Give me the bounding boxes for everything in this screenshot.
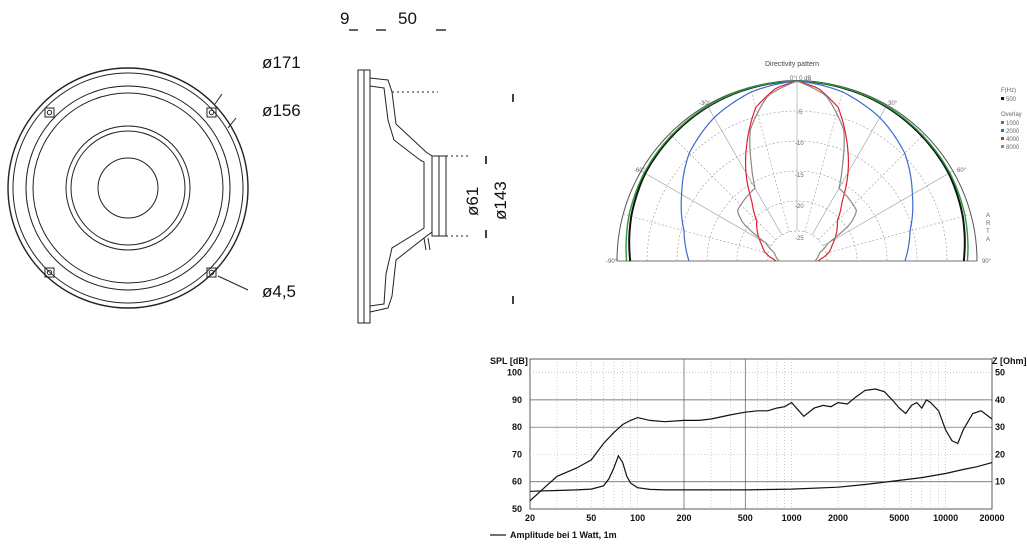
chart-series: [529, 388, 993, 502]
dim-depth-50: 50: [398, 9, 417, 28]
legend-item: 2000: [1006, 129, 1020, 135]
polar-top-label: 0°/ 0 dB: [790, 76, 811, 82]
polar-radial: [825, 214, 971, 254]
svg-text:A: A: [986, 213, 990, 219]
svg-text:T: T: [986, 229, 990, 235]
y2-axis-label: Z [Ohm]: [992, 356, 1027, 366]
legend-overlay-header: Overlay: [1001, 112, 1022, 118]
legend-swatch: [1001, 137, 1004, 140]
legend-f-header: F(Hz): [1001, 88, 1016, 94]
y-tick-label: 70: [512, 449, 522, 459]
side-view: [349, 29, 470, 324]
y-tick-label: 50: [512, 504, 522, 514]
dim-diameter-hole: ø4,5: [262, 282, 296, 301]
svg-text:A: A: [986, 237, 990, 243]
x-tick-label: 5000: [889, 513, 909, 523]
polar-radial: [706, 104, 783, 236]
polar-db-label: -15: [795, 173, 804, 179]
legend-item: 8000: [1006, 145, 1020, 151]
chart-tick-labels: 20 50 100 200 500 1000 2000 5000 10000 2000010090…: [507, 368, 1005, 523]
x-tick-label: 200: [676, 513, 691, 523]
polar-db-label: -25: [795, 236, 804, 242]
polar-angle-label: -30°: [699, 101, 711, 107]
chart-legend: Amplitude bei 1 Watt, 1m: [510, 530, 617, 540]
x-tick-label: 2000: [828, 513, 848, 523]
legend-swatch: [1001, 129, 1004, 132]
y-tick-label: 100: [507, 368, 522, 378]
x-tick-label: 100: [630, 513, 645, 523]
x-tick-label: 1000: [782, 513, 802, 523]
impedance-curve: [529, 454, 993, 492]
polar-radial: [750, 87, 790, 233]
polar-radial: [804, 87, 844, 233]
polar-radial: [640, 170, 772, 247]
legend-item: 4000: [1006, 137, 1020, 143]
dim-diameter-171: ø171: [262, 53, 301, 72]
arta-watermark: A R T A: [986, 213, 991, 243]
polar-db-label: -20: [795, 204, 804, 210]
polar-radial: [818, 133, 925, 240]
dim-diameter-156: ø156: [262, 101, 301, 120]
dim-flange-9: 9: [340, 9, 349, 28]
x-tick-label: 50: [586, 513, 596, 523]
y2-tick-label: 20: [995, 449, 1005, 459]
polar-radial: [811, 104, 888, 236]
polar-curves: [625, 79, 969, 262]
spl-curve: [529, 388, 993, 502]
y-tick-label: 60: [512, 477, 522, 487]
plot-frame: [529, 358, 993, 510]
polar-legend: F(Hz) 500 Overlay 1000 2000 4000 8000: [1001, 88, 1022, 151]
dim-diameter-143: ø143: [491, 181, 510, 220]
polar-title: Directivity pattern: [765, 61, 819, 68]
y2-tick-label: 30: [995, 422, 1005, 432]
polar-radial: [623, 214, 769, 254]
legend-item: 1000: [1006, 121, 1020, 127]
y2-tick-label: 40: [995, 395, 1005, 405]
front-view: [7, 67, 249, 309]
chart-grid: [529, 358, 993, 510]
polar-db-label: -5: [797, 110, 803, 116]
legend-swatch: [1001, 121, 1004, 124]
legend-swatch: [1001, 97, 1004, 100]
y-tick-label: 80: [512, 422, 522, 432]
polar-angle-label: 30°: [888, 101, 898, 107]
polar-angle-label: 90°: [982, 259, 992, 265]
y2-tick-label: 10: [995, 477, 1005, 487]
polar-db-label: -10: [795, 141, 804, 147]
legend-f-item: 500: [1006, 97, 1017, 103]
x-tick-label: 500: [738, 513, 753, 523]
legend-swatch: [1001, 145, 1004, 148]
polar-angle-label: -60°: [634, 168, 646, 174]
dim-ticks: [485, 94, 514, 304]
polar-radial: [822, 170, 954, 247]
dim-diameter-61: ø61: [463, 187, 482, 216]
polar-angle-label: -90°: [606, 259, 618, 265]
polar-curve: [736, 80, 858, 262]
y-axis-label: SPL [dB]: [490, 356, 528, 366]
y2-tick-label: 50: [995, 368, 1005, 378]
svg-text:R: R: [986, 221, 991, 227]
x-tick-label: 20000: [979, 513, 1004, 523]
polar-radial: [669, 133, 776, 240]
polar-grid: [616, 80, 978, 262]
x-tick-label: 10000: [933, 513, 958, 523]
polar-angle-label: 60°: [957, 168, 967, 174]
polar-ring: [736, 200, 858, 262]
x-tick-label: 20: [525, 513, 535, 523]
y-tick-label: 90: [512, 395, 522, 405]
